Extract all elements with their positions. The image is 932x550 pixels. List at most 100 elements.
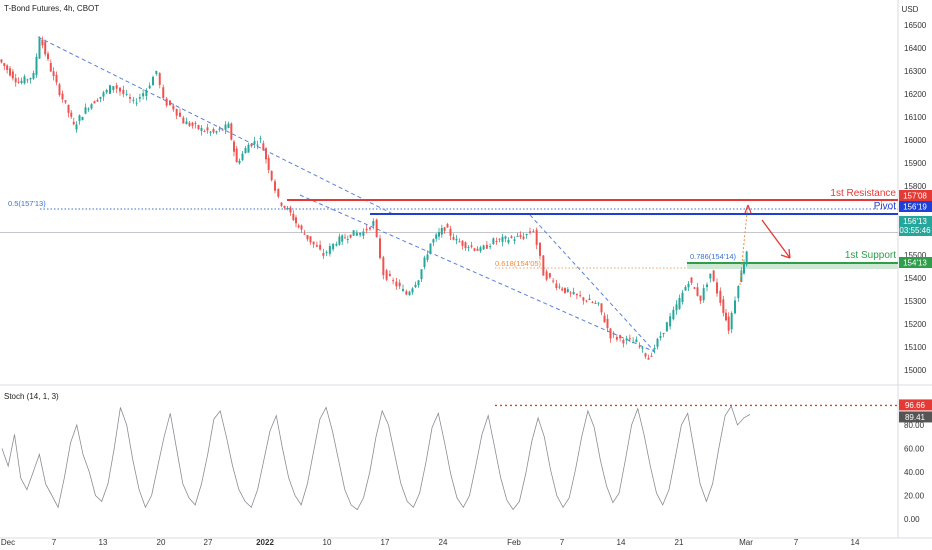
candle-body — [625, 338, 628, 341]
trendline-lower — [299, 194, 656, 353]
time-tick-label: 21 — [675, 538, 684, 547]
candle-body — [561, 288, 564, 291]
candle-body — [306, 235, 309, 240]
candle-body — [485, 244, 488, 249]
candle-body — [719, 290, 722, 303]
candle-body — [194, 123, 197, 125]
stoch-tick-label: 20.00 — [904, 492, 925, 501]
time-tick-label: 10 — [323, 538, 332, 547]
candle-body — [402, 289, 404, 292]
candle-body — [265, 148, 267, 160]
candle-body — [295, 217, 297, 224]
trendline-inner — [529, 214, 656, 353]
stochastic-axis[interactable]: 0.00 20.00 40.00 60.00 80.00 96.66 89.41 — [899, 399, 932, 524]
candle-body — [55, 74, 58, 83]
fib-786-label: 0.786(154'14) — [690, 252, 737, 261]
candle-body — [681, 292, 684, 303]
candle-body — [727, 316, 730, 331]
resistance-price-tag-bg — [899, 190, 932, 201]
candle-body — [740, 270, 743, 282]
candle-body — [99, 96, 102, 99]
candle-body — [96, 100, 99, 102]
candle-body — [244, 148, 247, 154]
candle-body — [693, 287, 696, 289]
price-tick-label: 15000 — [904, 366, 927, 375]
candle-body — [224, 124, 227, 130]
time-tick-label: 14 — [851, 538, 860, 547]
candle-body — [142, 93, 145, 97]
price-pane[interactable]: 0.5(157'13) 0.618(154'05) 1st Resistance Pi… — [0, 0, 932, 538]
candle-body — [569, 292, 572, 294]
candle-body — [479, 247, 482, 252]
candle-body — [702, 288, 705, 301]
currency-label: USD — [902, 5, 919, 14]
candle-body — [297, 225, 300, 228]
candle-body — [328, 246, 331, 254]
time-tick-label: 24 — [439, 538, 448, 547]
candle-body — [155, 70, 158, 74]
candle-body — [11, 71, 14, 79]
price-axis[interactable]: 1500015100152001530015400155001560015700… — [899, 21, 932, 375]
candle-body — [675, 304, 678, 311]
stoch-line — [1, 405, 751, 511]
stochastic-pane[interactable] — [1, 404, 898, 511]
candle-body — [709, 273, 712, 279]
candle-body — [432, 239, 435, 243]
trendline-upper — [37, 36, 396, 216]
time-tick-label: 27 — [204, 538, 213, 547]
candle-body — [346, 239, 349, 241]
candle-body — [44, 41, 47, 55]
time-tick-label: 20 — [157, 538, 166, 547]
candle-body — [338, 236, 341, 245]
time-tick-label: 2022 — [256, 538, 274, 547]
candle-body — [152, 76, 154, 86]
candle-body — [440, 228, 443, 235]
candle-body — [332, 243, 335, 250]
candle-body — [312, 241, 315, 245]
candle-body — [227, 123, 230, 128]
candle-body — [148, 85, 151, 89]
stoch-level-tag-bg — [899, 399, 932, 411]
price-tick-label: 15100 — [904, 343, 927, 352]
candle-body — [72, 121, 75, 125]
candle-body — [289, 207, 292, 213]
time-tick-label: 17 — [381, 538, 390, 547]
candle-body — [622, 339, 625, 344]
candle-body — [743, 263, 745, 274]
candle-body — [256, 144, 259, 146]
candle-body — [435, 234, 438, 239]
candle-body — [600, 303, 603, 313]
candle-body — [105, 89, 108, 93]
candle-body — [365, 228, 368, 231]
candle-body — [35, 56, 38, 75]
stoch-tick-label: 80.00 — [904, 421, 925, 430]
candle-body — [335, 244, 338, 246]
candle-body — [47, 53, 49, 60]
candle-body — [20, 80, 23, 84]
candle-body — [690, 277, 693, 283]
candle-body — [303, 233, 306, 235]
time-tick-label: 7 — [52, 538, 57, 547]
candle-body — [635, 339, 638, 343]
candle-body — [382, 257, 385, 276]
countdown-tag: 03:55:46 — [899, 226, 931, 235]
candle-body — [341, 235, 344, 242]
candle-body — [564, 287, 566, 293]
candle-body — [408, 291, 411, 296]
candle-body — [398, 282, 401, 287]
candle-body — [286, 207, 289, 209]
candle-body — [29, 78, 32, 80]
time-tick-label: Mar — [739, 538, 753, 547]
candle-body — [280, 202, 283, 206]
time-axis[interactable]: Dec 7 13 20 27 2022 10 17 24 Feb 7 14 21 Mar 7 14 — [0, 537, 932, 547]
candle-body — [145, 90, 148, 96]
candle-body — [395, 281, 398, 287]
candle-body — [555, 283, 558, 289]
candle-body — [603, 315, 606, 323]
candle-body — [579, 295, 582, 297]
candle-body — [414, 284, 417, 288]
candle-body — [132, 99, 135, 101]
candle-body — [274, 181, 276, 191]
price-tick-label: 16000 — [904, 136, 927, 145]
